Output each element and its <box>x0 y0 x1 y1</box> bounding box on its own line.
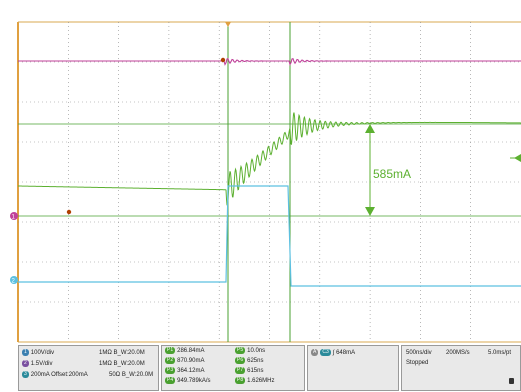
measurement-p2-badge: P2 <box>165 357 175 364</box>
measurement-panel[interactable]: P1 286.84mA P2 870.90mA P3 364.12mA P4 949.7… <box>161 345 305 391</box>
timebase-scale: 500ns/div <box>406 349 432 358</box>
magenta-cursor-marker <box>221 58 225 62</box>
channel-2-scale: 1.5V/div <box>31 361 53 367</box>
trigger-source-badge: C3 <box>320 349 330 356</box>
measurement-p7-badge: P7 <box>235 367 245 374</box>
timebase-sample-rate: 200MS/s <box>446 349 470 358</box>
trigger-row[interactable]: A C3 ∫ 648mA <box>311 349 355 358</box>
channel-3-scale: 200mA <box>31 372 50 378</box>
measurement-p8[interactable]: P8 1.626MHz <box>235 377 274 386</box>
measurement-p1[interactable]: P1 286.84mA <box>165 347 204 356</box>
trigger-panel[interactable]: A C3 ∫ 648mA <box>307 345 399 391</box>
measurement-p2[interactable]: P2 870.90mA <box>165 357 204 366</box>
measurement-p6[interactable]: P6 625ns <box>235 357 263 366</box>
channel-2-row[interactable]: 2 1.5V/div <box>22 360 52 369</box>
measurement-p1-badge: P1 <box>165 347 175 354</box>
channel-2-badge: 2 <box>22 360 29 367</box>
measurement-p6-badge: P6 <box>235 357 245 364</box>
trigger-level: 648mA <box>336 350 355 356</box>
lock-icon <box>509 378 514 384</box>
measurement-p3[interactable]: P3 364.12mA <box>165 367 204 376</box>
measurement-p5-badge: P5 <box>235 347 245 354</box>
trigger-mode-badge: A <box>311 349 318 356</box>
channel-3-offset: Offset:200mA <box>51 372 88 378</box>
timebase-panel[interactable]: 500ns/div 200MS/s 5.0ms/pt Stopped <box>401 345 521 391</box>
channel-3-badge: 3 <box>22 371 29 378</box>
channel-settings-panel[interactable]: 1 100V/div 1MΩ B_W:20.0M 2 1.5V/div 1MΩ B_… <box>18 345 159 391</box>
timebase-record: 5.0ms/pt <box>488 349 511 358</box>
green-cursor-marker <box>67 210 71 214</box>
measurement-p5[interactable]: P5 10.0ns <box>235 347 265 356</box>
measurement-p7[interactable]: P7 615ns <box>235 367 263 376</box>
measurement-p8-badge: P8 <box>235 377 245 384</box>
acquisition-status: Stopped <box>406 359 428 368</box>
channel-1-badge: 1 <box>22 349 29 356</box>
delta-label: 585mA <box>373 167 411 181</box>
rising-edge-icon: ∫ <box>333 350 335 356</box>
measurement-p4[interactable]: P4 949.789kA/s <box>165 377 210 386</box>
channel-3-row[interactable]: 3 200mA Offset:200mA <box>22 371 88 380</box>
channel-3-coupling: 50Ω B_W:20.0M <box>109 371 153 380</box>
channel-1-scale: 100V/div <box>31 350 54 356</box>
measurement-p4-badge: P4 <box>165 377 175 384</box>
channel-2-coupling: 1MΩ B_W:20.0M <box>99 360 145 369</box>
measurement-p3-badge: P3 <box>165 367 175 374</box>
channel-1-coupling: 1MΩ B_W:20.0M <box>99 349 145 358</box>
channel-1-row[interactable]: 1 100V/div <box>22 349 54 358</box>
